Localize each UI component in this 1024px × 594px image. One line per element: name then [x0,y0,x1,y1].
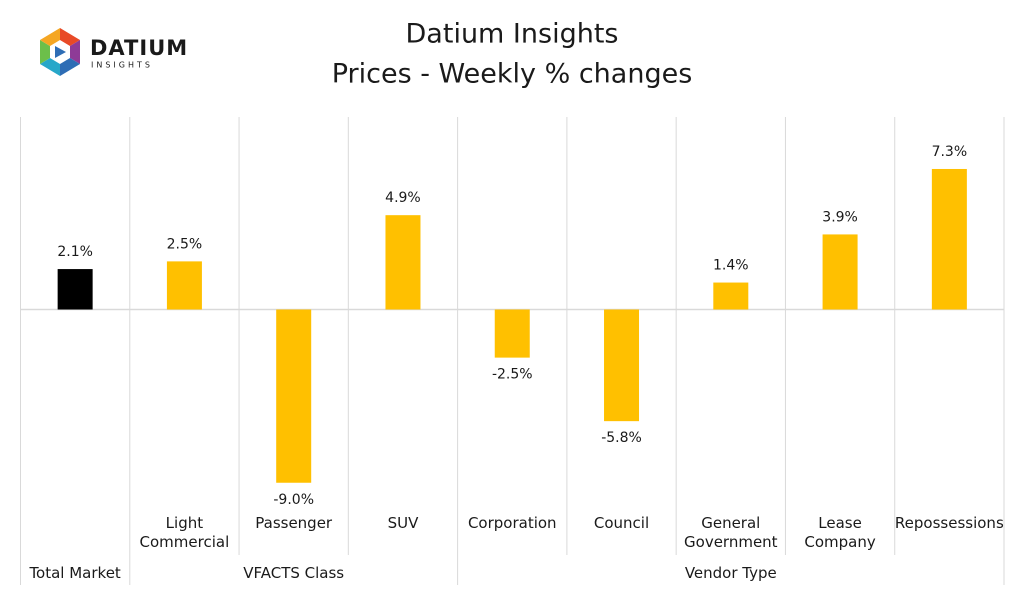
x-tick-label-text: SUV [387,514,419,532]
logo-tagline: INSIGHTS [91,61,153,70]
logo-name: DATIUM [90,36,188,60]
x-tick-label-text: Repossessions [894,514,1004,532]
bar [276,309,312,483]
x-tick-label: Lease Company [785,514,894,552]
group-label-text: Vendor Type [684,564,777,582]
group-label-text: VFACTS Class [243,564,345,582]
bar [385,215,421,310]
value-label: -9.0% [273,492,314,508]
x-tick-label-text: General Government [684,514,778,551]
bar [166,261,202,310]
x-tick-label: Passenger [239,514,348,533]
x-tick-label: Corporation [458,514,567,533]
x-tick-label: Light Commercial [130,514,239,552]
value-label: 3.9% [822,209,858,225]
x-tick-label: Repossessions [895,514,1004,533]
chart-title: Datium Insights [406,19,619,50]
value-label: 2.5% [167,236,203,252]
logo-mark [40,28,80,76]
group-label: VFACTS Class [130,564,458,583]
group-label: Total Market [21,564,130,583]
bar [931,168,967,310]
group-label: Vendor Type [458,564,1004,583]
group-label-text: Total Market [29,564,121,582]
value-label: -5.8% [601,430,642,446]
bar [57,269,93,310]
x-tick-label-text: Lease Company [804,514,876,551]
bar [494,309,530,358]
bar [604,309,640,422]
value-label: 1.4% [713,258,749,274]
x-tick-label-text: Council [593,514,650,532]
value-label: 7.3% [932,144,968,160]
bar [713,282,749,310]
chart-subtitle: Prices - Weekly % changes [332,59,693,90]
bar [822,234,858,310]
x-tick-label: General Government [676,514,785,552]
x-tick-label: SUV [348,514,457,533]
value-label: 2.1% [57,244,93,260]
x-tick-label-text: Passenger [255,514,333,532]
value-label: -2.5% [492,367,533,383]
value-label: 4.9% [385,190,421,206]
x-tick-label-text: Light Commercial [139,514,230,551]
x-tick-label: Council [567,514,676,533]
x-tick-label-text: Corporation [467,514,557,532]
